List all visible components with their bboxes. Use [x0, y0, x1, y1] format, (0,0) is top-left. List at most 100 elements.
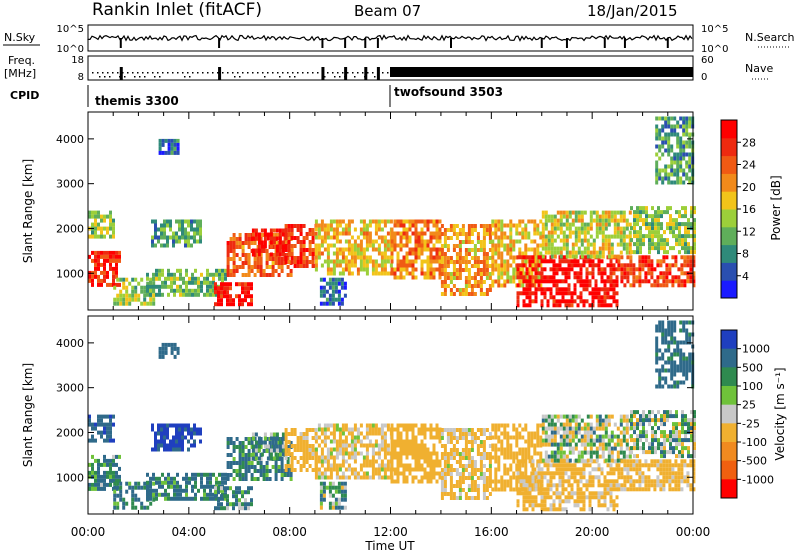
power-echo-cell [259, 273, 263, 277]
velocity-echo-cell [311, 452, 315, 456]
velocity-echo-cell [164, 476, 167, 481]
power-echo-cell [103, 258, 106, 263]
power-echo-cell [470, 276, 474, 280]
power-echo-cell [196, 227, 199, 232]
power-echo-cell [374, 271, 378, 276]
velocity-echo-cell [455, 440, 459, 444]
power-echo-cell [628, 210, 632, 215]
power-echo-cell [667, 140, 671, 145]
velocity-echo-cell [438, 463, 442, 468]
velocity-echo-cell [151, 423, 154, 428]
power-echo-cell [271, 273, 275, 277]
power-echo-cell [302, 224, 306, 228]
velocity-echo-cell [576, 479, 580, 484]
velocity-echo-cell [275, 456, 279, 461]
velocity-echo-cell [470, 472, 474, 476]
power-echo-cell [544, 210, 548, 215]
power-echo-cell [591, 263, 595, 268]
power-echo-cell [247, 261, 251, 265]
velocity-echo-cell [446, 452, 450, 456]
power-echo-cell [494, 263, 498, 268]
power-echo-cell [317, 231, 321, 236]
velocity-echo-cell [396, 479, 400, 484]
power-echo-cell [558, 287, 562, 292]
power-echo-cell [579, 275, 583, 280]
power-echo-cell [683, 279, 687, 284]
power-echo-cell [531, 259, 535, 264]
power-echo-cell [122, 297, 126, 302]
power-echo-cell [576, 263, 580, 268]
velocity-echo-cell [591, 491, 595, 496]
velocity-echo-cell [467, 456, 471, 460]
power-echo-cell [667, 124, 671, 129]
power-echo-cell [458, 240, 462, 244]
power-echo-cell [636, 242, 639, 247]
velocity-echo-cell [393, 467, 397, 472]
velocity-echo-cell [259, 465, 263, 469]
velocity-echo-cell [390, 467, 394, 472]
power-echo-cell [196, 223, 199, 228]
power-echo-cell [632, 263, 636, 268]
power-echo-cell [287, 248, 291, 252]
power-echo-cell [516, 255, 520, 260]
power-echo-cell [152, 272, 155, 277]
velocity-echo-cell [559, 454, 563, 459]
velocity-echo-cell [494, 467, 498, 472]
power-echo-cell [335, 223, 339, 228]
velocity-echo-cell [606, 471, 610, 476]
velocity-echo-cell [559, 426, 563, 431]
power-echo-cell [347, 219, 351, 224]
velocity-echo-cell [238, 473, 242, 477]
power-echo-cell [546, 275, 550, 280]
power-echo-cell [326, 259, 330, 264]
power-echo-cell [500, 231, 504, 236]
velocity-echo-cell [414, 455, 418, 460]
velocity-echo-cell [579, 487, 583, 492]
velocity-echo-cell [235, 461, 239, 465]
power-echo-cell [622, 218, 626, 223]
power-echo-cell [167, 272, 170, 277]
power-echo-cell [625, 218, 629, 223]
power-echo-cell [97, 282, 100, 287]
velocity-echo-cell [194, 476, 197, 481]
velocity-echo-cell [562, 442, 566, 447]
power-echo-cell [556, 250, 560, 255]
velocity-echo-cell [429, 451, 433, 456]
velocity-echo-cell [516, 491, 520, 496]
power-echo-cell [687, 222, 690, 227]
velocity-echo-cell [137, 497, 141, 502]
power-echo-cell [185, 292, 188, 297]
velocity-echo-cell [154, 431, 157, 436]
velocity-echo-cell [443, 480, 447, 484]
velocity-echo-cell [470, 464, 474, 468]
power-echo-cell [244, 261, 248, 265]
power-echo-cell [588, 259, 592, 264]
power-echo-cell [519, 255, 523, 260]
power-echo-cell [651, 206, 654, 211]
power-echo-cell [405, 227, 409, 232]
power-echo-cell [595, 234, 599, 239]
freq-marker [376, 67, 380, 80]
velocity-echo-cell [547, 414, 551, 419]
power-echo-cell [97, 214, 100, 219]
velocity-echo-cell [265, 449, 269, 453]
power-echo-cell [574, 238, 578, 243]
velocity-echo-cell [179, 488, 182, 493]
power-echo-cell [574, 234, 578, 239]
power-echo-cell [187, 235, 190, 240]
velocity-echo-cell [187, 447, 190, 452]
power-echo-cell [146, 288, 149, 293]
power-echo-cell [677, 279, 681, 284]
velocity-echo-cell [536, 483, 540, 488]
power-echo-cell [555, 279, 559, 284]
velocity-echo-cell [491, 455, 495, 460]
power-echo-cell [188, 292, 191, 297]
power-echo-cell [601, 218, 605, 223]
power-echo-cell [676, 136, 680, 141]
power-echo-cell [670, 172, 674, 177]
power-echo-cell [226, 269, 230, 273]
power-echo-cell [426, 239, 430, 244]
velocity-echo-cell [328, 493, 332, 498]
freq-dot [287, 72, 289, 74]
power-echo-cell [341, 227, 345, 232]
